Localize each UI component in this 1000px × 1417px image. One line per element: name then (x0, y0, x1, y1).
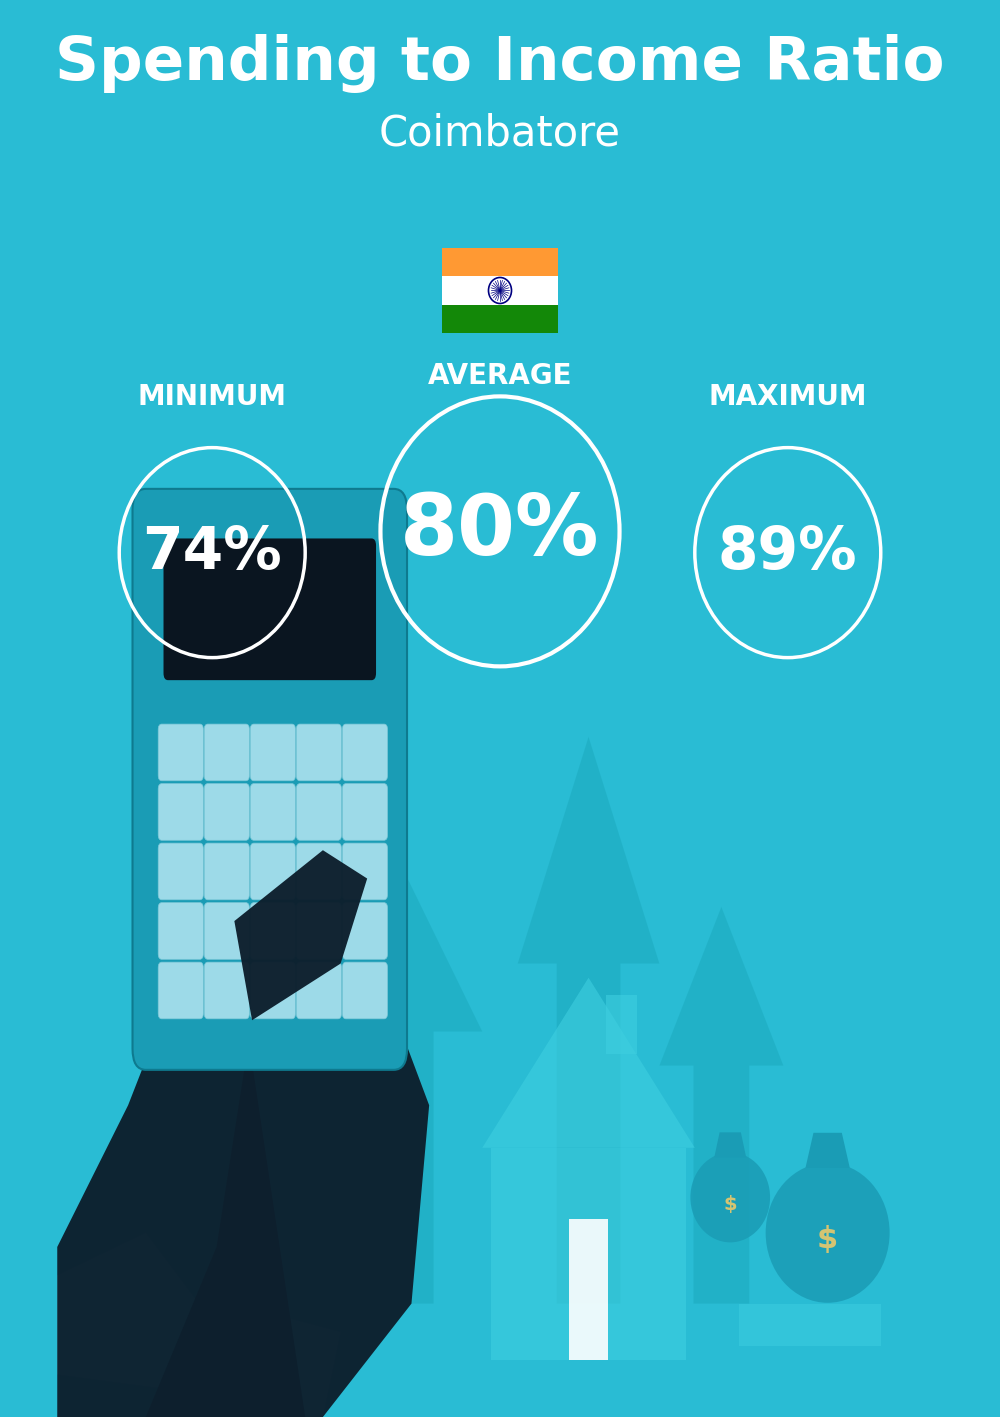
FancyBboxPatch shape (296, 962, 341, 1019)
FancyBboxPatch shape (342, 962, 388, 1019)
Polygon shape (659, 907, 783, 1304)
Text: 80%: 80% (400, 490, 600, 572)
FancyBboxPatch shape (342, 903, 388, 959)
FancyBboxPatch shape (204, 962, 249, 1019)
FancyBboxPatch shape (342, 784, 388, 840)
Polygon shape (491, 1148, 686, 1360)
Ellipse shape (690, 1152, 770, 1243)
FancyBboxPatch shape (296, 724, 341, 781)
Polygon shape (482, 978, 695, 1148)
FancyBboxPatch shape (342, 724, 388, 781)
Polygon shape (569, 1219, 608, 1360)
FancyBboxPatch shape (250, 724, 295, 781)
Text: Spending to Income Ratio: Spending to Income Ratio (55, 34, 945, 94)
Polygon shape (234, 850, 367, 1020)
Polygon shape (518, 737, 659, 1304)
Text: MINIMUM: MINIMUM (138, 383, 287, 411)
FancyBboxPatch shape (158, 843, 203, 900)
Polygon shape (805, 1132, 850, 1168)
Polygon shape (714, 1132, 746, 1158)
Text: Coimbatore: Coimbatore (379, 112, 621, 154)
FancyBboxPatch shape (204, 784, 249, 840)
FancyBboxPatch shape (296, 903, 341, 959)
Text: 89%: 89% (718, 524, 858, 581)
FancyBboxPatch shape (204, 903, 249, 959)
FancyBboxPatch shape (204, 724, 249, 781)
FancyBboxPatch shape (158, 724, 203, 781)
Polygon shape (164, 1304, 341, 1417)
FancyBboxPatch shape (250, 903, 295, 959)
FancyBboxPatch shape (158, 962, 203, 1019)
Polygon shape (739, 1304, 881, 1346)
Bar (442, 248, 558, 276)
FancyBboxPatch shape (342, 843, 388, 900)
Polygon shape (57, 822, 341, 1417)
FancyBboxPatch shape (158, 784, 203, 840)
Text: MAXIMUM: MAXIMUM (709, 383, 867, 411)
FancyBboxPatch shape (164, 538, 376, 680)
FancyBboxPatch shape (250, 843, 295, 900)
FancyBboxPatch shape (296, 784, 341, 840)
FancyBboxPatch shape (133, 489, 407, 1070)
Text: AVERAGE: AVERAGE (428, 361, 572, 390)
Polygon shape (57, 1233, 199, 1389)
Polygon shape (606, 995, 637, 1054)
Text: $: $ (817, 1226, 838, 1254)
FancyBboxPatch shape (250, 962, 295, 1019)
FancyBboxPatch shape (250, 784, 295, 840)
FancyBboxPatch shape (204, 843, 249, 900)
Bar (442, 276, 558, 305)
FancyBboxPatch shape (158, 903, 203, 959)
Text: $: $ (723, 1195, 737, 1214)
Bar (442, 305, 558, 333)
Ellipse shape (766, 1163, 890, 1302)
Polygon shape (146, 921, 429, 1417)
Polygon shape (305, 850, 482, 1304)
Text: 74%: 74% (142, 524, 282, 581)
FancyBboxPatch shape (296, 843, 341, 900)
